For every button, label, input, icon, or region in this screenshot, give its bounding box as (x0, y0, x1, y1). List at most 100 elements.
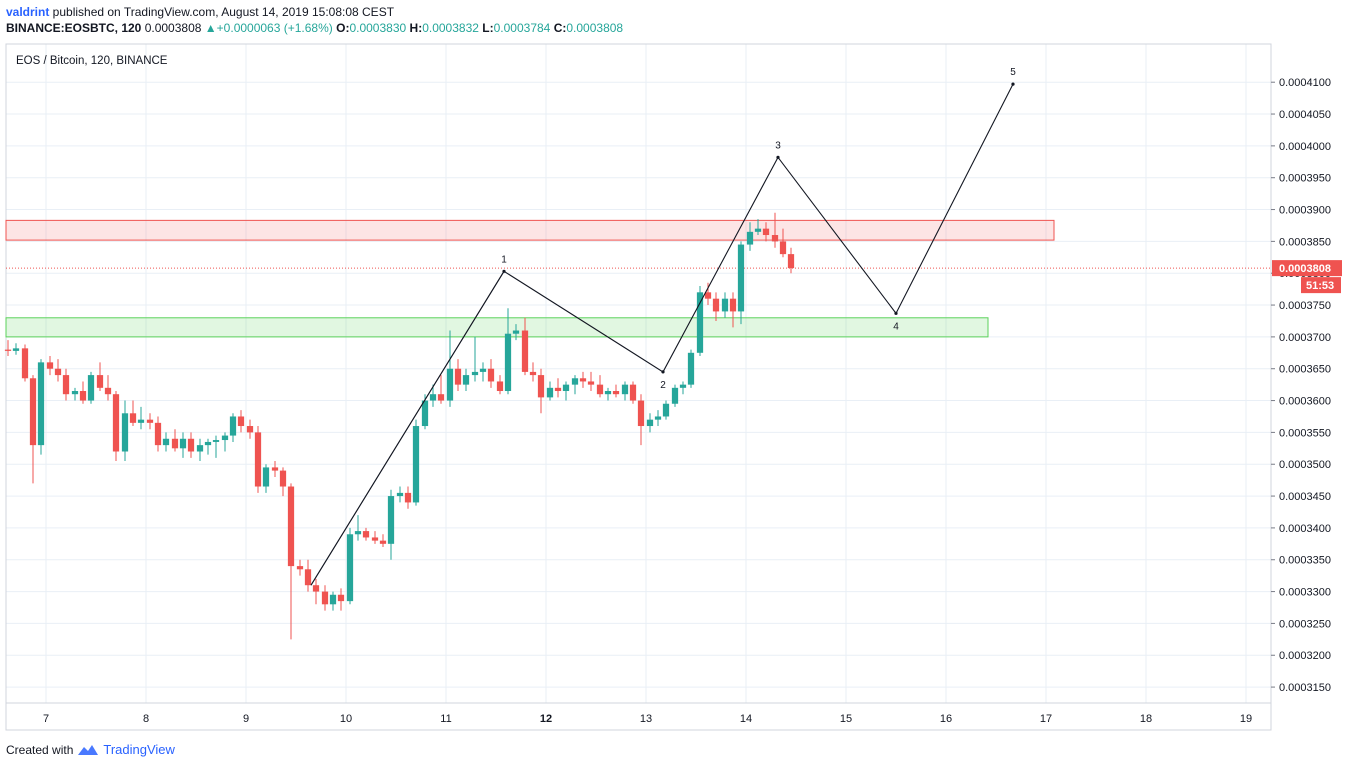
candle-body (71, 391, 79, 395)
candle-body (679, 384, 687, 388)
wave-label-1: 1 (501, 254, 507, 265)
candle-body (329, 594, 337, 605)
candle-body (87, 375, 95, 401)
candle-body (646, 419, 654, 427)
wave-point (502, 269, 506, 273)
candle-body (554, 387, 562, 392)
candle-body (721, 298, 729, 312)
candle-body (171, 438, 179, 449)
candle-body (496, 381, 504, 392)
candle-body (729, 298, 737, 312)
y-tick-label: 0.0003300 (1279, 587, 1331, 599)
candle-body (46, 362, 54, 369)
candle-body (346, 534, 354, 602)
candle-body (662, 403, 670, 417)
last-price-tag (1272, 260, 1342, 277)
candle-body (221, 435, 229, 441)
candle-body (129, 413, 137, 423)
candle-body (621, 384, 629, 395)
y-tick-label: 0.0003450 (1279, 491, 1331, 503)
candle-body (146, 419, 154, 423)
y-tick-label: 0.0003400 (1279, 523, 1331, 535)
plot-area (6, 44, 1271, 703)
last-price-tag-label: 0.0003808 (1279, 263, 1331, 275)
candle-body (779, 241, 787, 255)
x-tick-label: 15 (840, 713, 852, 725)
candle-body (571, 378, 579, 385)
candle-body (179, 438, 187, 449)
countdown-label: 51:53 (1306, 280, 1334, 292)
candle-body (362, 531, 370, 538)
candle-body (137, 419, 145, 423)
candle-body (304, 569, 312, 586)
high-value: 0.0003832 (422, 21, 479, 35)
candle-body (296, 566, 304, 570)
support-zone (5, 317, 989, 338)
candle-body (696, 292, 704, 353)
candle-body (746, 231, 754, 245)
candle-body (479, 368, 487, 372)
x-tick-label: 19 (1240, 713, 1252, 725)
candle-body (271, 467, 279, 471)
candle-body (654, 416, 662, 420)
candle-body (537, 375, 545, 398)
wave-label-5: 5 (1010, 67, 1016, 78)
x-tick-label: 8 (143, 713, 149, 725)
candle-body (354, 531, 362, 535)
candle-body (704, 292, 712, 299)
open-value: 0.0003830 (349, 21, 407, 35)
y-tick-label: 0.0003150 (1279, 682, 1331, 694)
candle-body (212, 440, 220, 442)
candle-body (671, 387, 679, 404)
candle-body (462, 375, 470, 385)
candle-body (37, 362, 45, 446)
x-tick-label: 9 (243, 713, 249, 725)
low-label: L: (482, 21, 494, 35)
y-tick-label: 0.0003200 (1279, 650, 1331, 662)
candle-body (287, 486, 295, 567)
candle-body (4, 349, 12, 351)
y-tick-label: 0.0003850 (1279, 236, 1331, 248)
candle-body (196, 445, 204, 452)
x-tick-label: 12 (540, 713, 552, 725)
wave-label-3: 3 (775, 140, 781, 151)
candle-body (262, 467, 270, 487)
candle-body (79, 391, 87, 401)
y-tick-label: 0.0003500 (1279, 459, 1331, 471)
candle-body (387, 496, 395, 544)
candle-body (487, 368, 495, 382)
tradingview-brand[interactable]: TradingView (103, 742, 175, 757)
candle-body (421, 400, 429, 427)
wave-label-4: 4 (893, 321, 899, 332)
x-tick-label: 10 (340, 713, 352, 725)
chart-title: EOS / Bitcoin, 120, BINANCE (16, 55, 168, 67)
y-tick-label: 0.0003600 (1279, 396, 1331, 408)
wave-label-2: 2 (660, 380, 666, 391)
candle-body (596, 384, 604, 395)
candle-body (512, 330, 520, 334)
y-tick-label: 0.0004000 (1279, 141, 1331, 153)
candle-body (454, 368, 462, 385)
candle-body (429, 394, 437, 401)
candle-body (321, 591, 329, 605)
candle-body (54, 368, 62, 376)
x-tick-label: 17 (1040, 713, 1052, 725)
wave-point (1011, 82, 1015, 86)
author-name[interactable]: valdrint (6, 5, 50, 19)
candle-body (762, 228, 770, 236)
candle-body (437, 394, 445, 401)
close-value: 0.0003808 (566, 21, 624, 35)
candle-body (629, 384, 637, 401)
candle-body (471, 371, 479, 376)
candle-body (29, 378, 37, 446)
candle-body (754, 228, 762, 232)
publish-info: published on TradingView.com, August 14,… (49, 5, 395, 19)
y-tick-label: 0.0003650 (1279, 364, 1331, 376)
tradingview-logo-icon (78, 745, 99, 755)
resistance-zone (5, 219, 1055, 241)
candle-body (62, 375, 70, 395)
candle-body (237, 416, 245, 427)
low-value: 0.0003784 (493, 21, 551, 35)
y-tick-label: 0.0003700 (1279, 332, 1331, 344)
